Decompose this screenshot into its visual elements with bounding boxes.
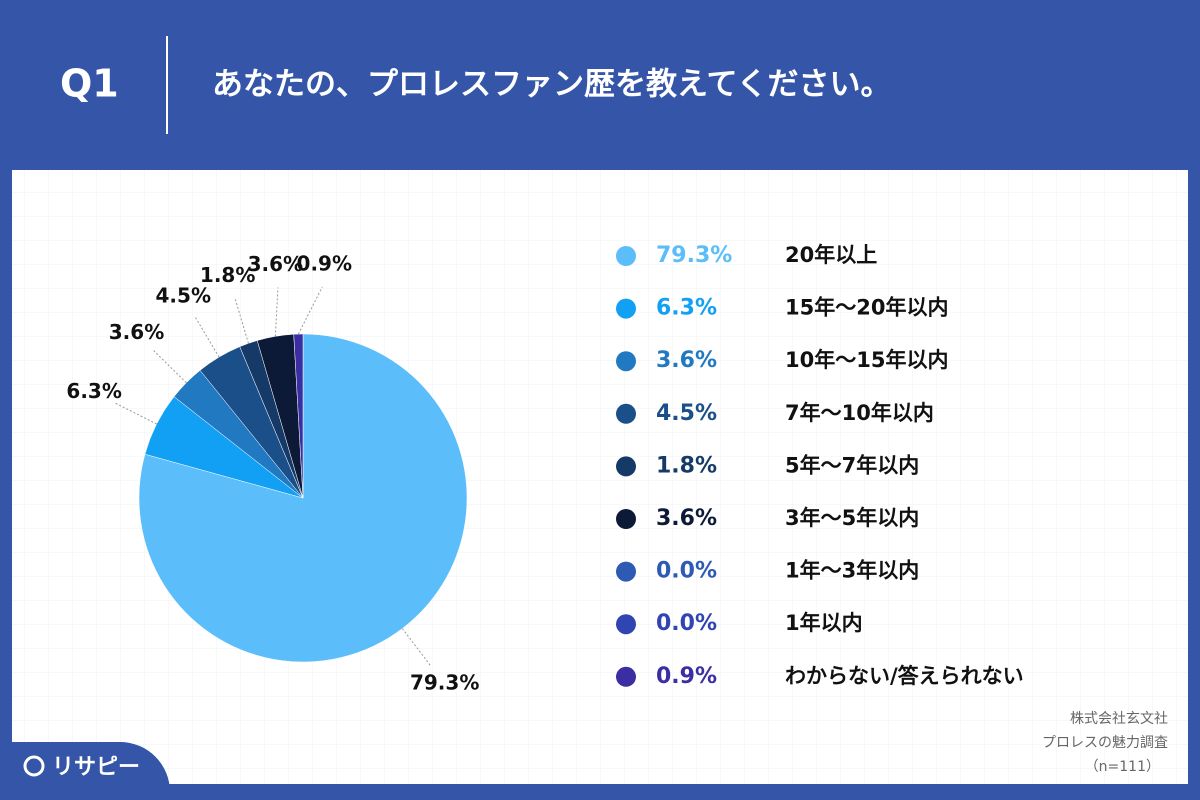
legend-label: 1年〜3年以内 [785,559,919,583]
legend-value: 3.6% [656,506,717,531]
pie-label: 3.6% [248,252,303,276]
pie-label: 4.5% [156,283,211,307]
legend-marker [616,298,636,319]
logo-bg [0,742,170,800]
pie-slice [138,333,468,663]
legend-marker [616,351,636,372]
pie-label: 6.3% [66,379,121,403]
legend-label: 1年以内 [785,611,863,635]
leader-line [297,286,323,335]
legend-marker [616,246,636,266]
leader-line [274,287,279,337]
legend-label: 7年〜10年以内 [785,401,934,425]
legend-label: 10年〜15年以内 [785,348,948,372]
legend-label: 20年以上 [785,243,877,267]
legend-value: 4.5% [656,401,717,426]
legend-marker [616,456,636,477]
source: （n=111） [1085,759,1160,775]
legend-marker [616,509,636,529]
legend-marker [616,403,636,424]
legend-value: 79.3% [656,243,732,268]
legend-marker [616,666,636,687]
logo-icon [23,755,45,777]
leader-line [401,628,432,668]
legend-label: わからない/答えられない [785,664,1024,688]
pie-label: 3.6% [109,320,164,344]
legend-label: 3年〜5年以内 [785,506,919,530]
legend-value: 0.9% [656,664,717,689]
badge: Q1 [60,62,119,106]
source: プロレスの魅力調査 [1042,735,1168,751]
legend-value: 0.0% [656,611,717,636]
legend-marker [616,561,636,582]
legend-value: 0.0% [656,559,717,584]
leader-line [234,297,249,344]
leader-line [113,401,157,425]
legend-value: 6.3% [656,296,717,321]
legend-label: 5年〜7年以内 [785,453,919,477]
leader-line [194,315,220,358]
legend-marker [616,614,636,635]
source: 株式会社玄文社 [1070,710,1168,727]
legend-value: 1.8% [656,453,717,478]
legend-value: 3.6% [656,348,717,373]
legend-label: 15年〜20年以内 [785,296,948,320]
pie-label: 0.9% [297,251,352,275]
leader-line [151,348,187,384]
logo: リサピー [52,755,140,780]
pie-label: 1.8% [200,263,255,287]
chart-title: あなたの、プロレスファン歴を教えてください。 [212,67,892,103]
pie-label: 79.3% [410,671,479,695]
